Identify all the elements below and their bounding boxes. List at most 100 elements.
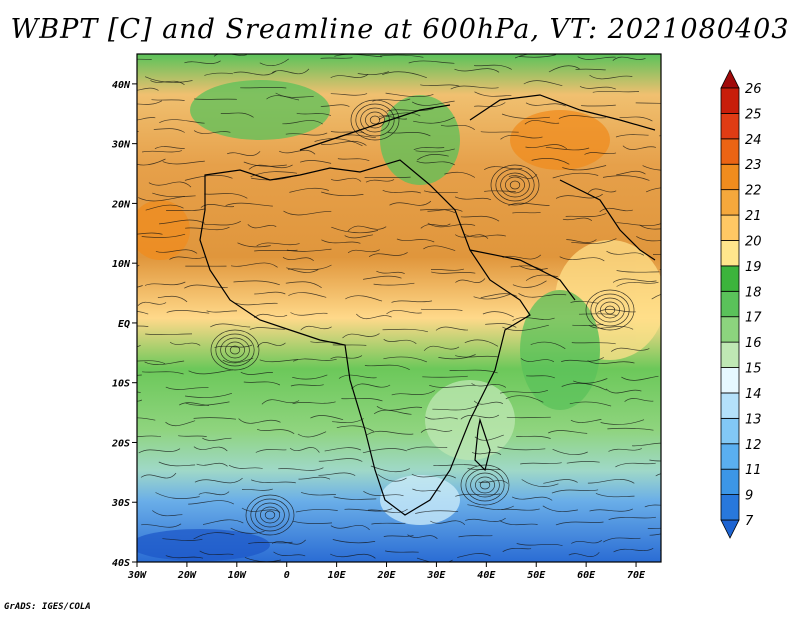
streamline xyxy=(157,295,188,303)
streamline xyxy=(290,312,328,316)
streamline xyxy=(193,532,235,540)
vortex-ring xyxy=(604,305,616,315)
lon-tick-label: 10E xyxy=(328,570,347,581)
streamline xyxy=(482,311,514,318)
streamline xyxy=(473,400,504,405)
streamline xyxy=(584,152,617,155)
streamline xyxy=(555,521,604,526)
streamline xyxy=(283,210,332,216)
streamline xyxy=(386,310,422,315)
streamline xyxy=(289,187,329,193)
streamline xyxy=(548,65,580,73)
streamline xyxy=(272,68,310,75)
streamline xyxy=(137,131,139,133)
streamline xyxy=(435,326,468,331)
lat-tick-label: 30N xyxy=(111,140,131,151)
streamline xyxy=(330,177,362,182)
streamline xyxy=(253,313,288,319)
streamline xyxy=(531,157,570,165)
streamline xyxy=(429,384,476,388)
colorbar-label: 21 xyxy=(745,209,762,224)
streamline xyxy=(525,144,568,150)
streamline xyxy=(444,171,476,178)
streamline xyxy=(484,166,523,170)
streamline xyxy=(378,116,408,121)
streamline xyxy=(480,131,519,133)
streamline xyxy=(279,149,316,155)
streamline xyxy=(266,95,300,101)
streamline xyxy=(570,419,602,423)
vortex-ring xyxy=(585,289,635,331)
streamline xyxy=(621,375,659,381)
streamline xyxy=(320,104,350,107)
vortex-ring xyxy=(220,337,250,363)
streamline xyxy=(285,132,328,136)
streamline xyxy=(516,543,563,547)
streamline xyxy=(188,500,234,505)
vortex-ring xyxy=(225,341,245,359)
streamline xyxy=(423,190,458,194)
streamline xyxy=(362,448,408,454)
streamline xyxy=(137,374,142,376)
streamline xyxy=(295,509,338,513)
streamline xyxy=(363,491,404,497)
colorbar-label: 18 xyxy=(745,285,762,300)
streamline xyxy=(226,151,261,156)
streamline xyxy=(407,534,438,540)
streamline xyxy=(383,356,428,363)
streamline xyxy=(259,58,290,66)
streamline xyxy=(248,541,293,544)
streamline xyxy=(141,233,186,238)
streamline xyxy=(286,248,332,252)
vortex-ring xyxy=(500,172,530,198)
streamline xyxy=(138,448,181,454)
streamline xyxy=(379,54,424,58)
colorbar-swatch xyxy=(720,417,740,445)
streamline xyxy=(169,256,206,260)
streamline xyxy=(154,146,185,150)
streamline xyxy=(292,374,328,380)
streamline xyxy=(162,538,203,541)
colorbar-label: 7 xyxy=(745,514,754,529)
streamline xyxy=(474,91,512,97)
streamline xyxy=(570,300,599,304)
streamline xyxy=(255,449,287,453)
streamline xyxy=(525,102,566,107)
streamline xyxy=(204,193,248,199)
streamline xyxy=(194,98,237,100)
streamline xyxy=(660,496,661,498)
streamline xyxy=(391,300,433,303)
chart-title: WBPT [C] and Sreamline at 600hPa, VT: 20… xyxy=(10,14,790,45)
lon-tick-label: 30E xyxy=(426,570,446,581)
streamline xyxy=(141,523,182,528)
streamline xyxy=(178,435,207,437)
streamline xyxy=(502,547,532,552)
streamline xyxy=(420,428,453,433)
streamline xyxy=(647,527,661,529)
streamline xyxy=(425,416,458,420)
colorbar-min-triangle xyxy=(720,519,740,539)
streamline xyxy=(204,72,233,76)
streamline xyxy=(542,505,578,512)
streamline xyxy=(613,547,654,553)
streamline xyxy=(423,345,460,351)
streamline xyxy=(330,131,365,133)
lon-tick-label: 10W xyxy=(228,570,247,581)
colorbar-swatch xyxy=(720,214,740,241)
streamline xyxy=(145,204,184,211)
streamline xyxy=(256,242,300,247)
streamline xyxy=(407,446,448,451)
streamline xyxy=(559,256,605,262)
streamline xyxy=(497,446,546,451)
streamline xyxy=(165,555,204,559)
streamline xyxy=(331,226,379,234)
streamline xyxy=(612,56,646,61)
lat-tick-label: 20S xyxy=(111,438,130,449)
streamline xyxy=(259,359,299,363)
streamline xyxy=(321,239,361,244)
colorbar: 7 9 11 12 13 14 15 16 17 18 19 20 21 22 23 24 25 26 xyxy=(720,69,762,539)
streamline xyxy=(185,226,230,231)
streamline xyxy=(499,389,549,394)
streamline xyxy=(376,406,423,411)
